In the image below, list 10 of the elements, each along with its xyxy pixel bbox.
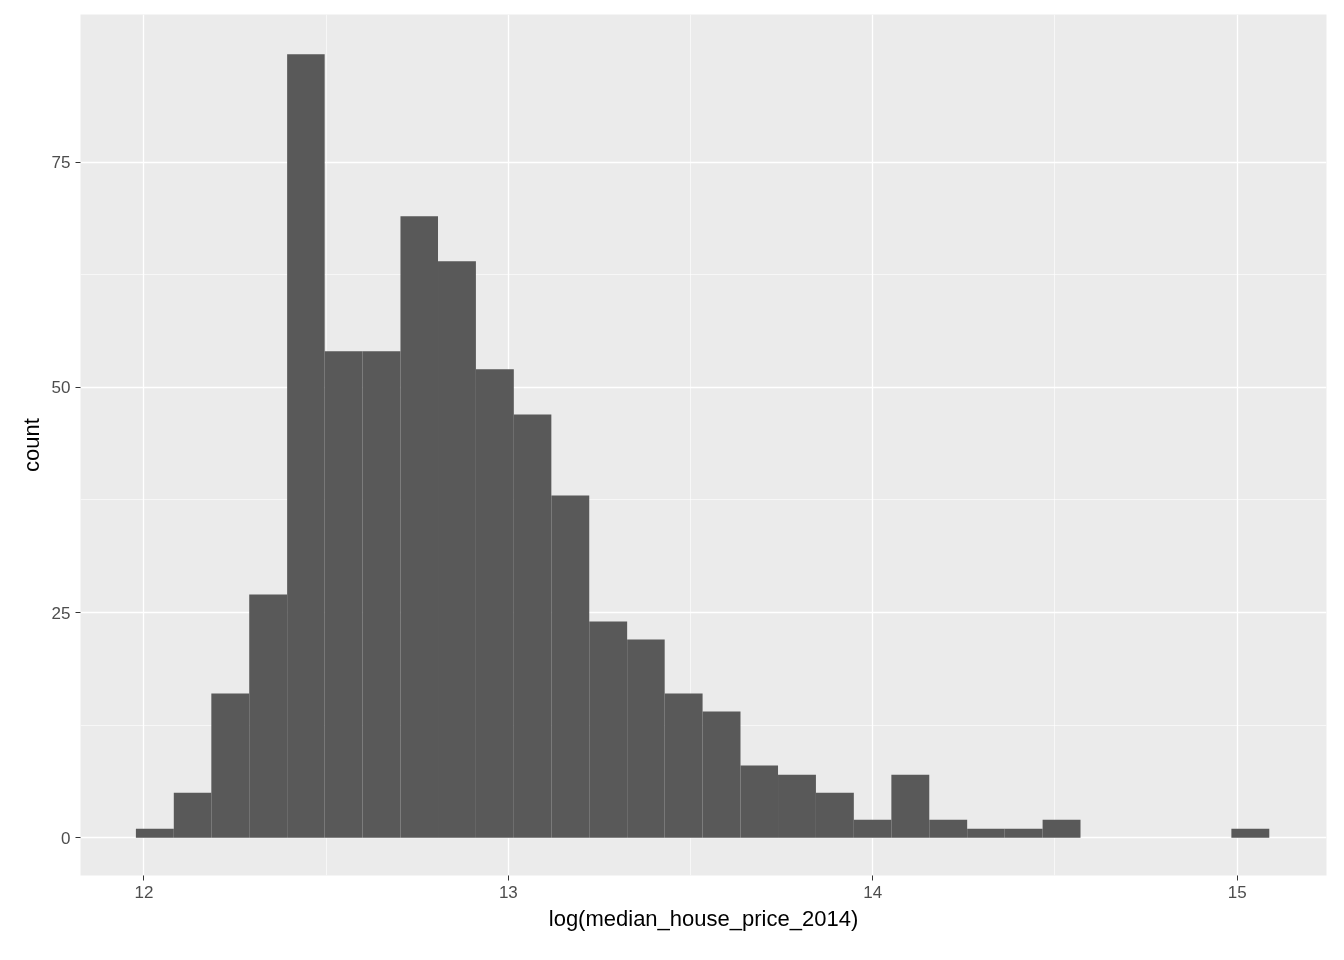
- y-tick-label: 75: [51, 153, 71, 173]
- x-axis-title: log(median_house_price_2014): [548, 905, 859, 931]
- y-tick-label: 50: [51, 378, 71, 398]
- y-tick-label: 25: [51, 603, 71, 623]
- x-tick-label: 15: [1227, 882, 1247, 902]
- x-tick-label: 13: [498, 882, 518, 902]
- x-tick-label: 12: [134, 882, 154, 902]
- y-tick-label: 0: [61, 828, 71, 848]
- x-tick-label: 14: [863, 882, 883, 902]
- y-axis-title: count: [18, 418, 44, 472]
